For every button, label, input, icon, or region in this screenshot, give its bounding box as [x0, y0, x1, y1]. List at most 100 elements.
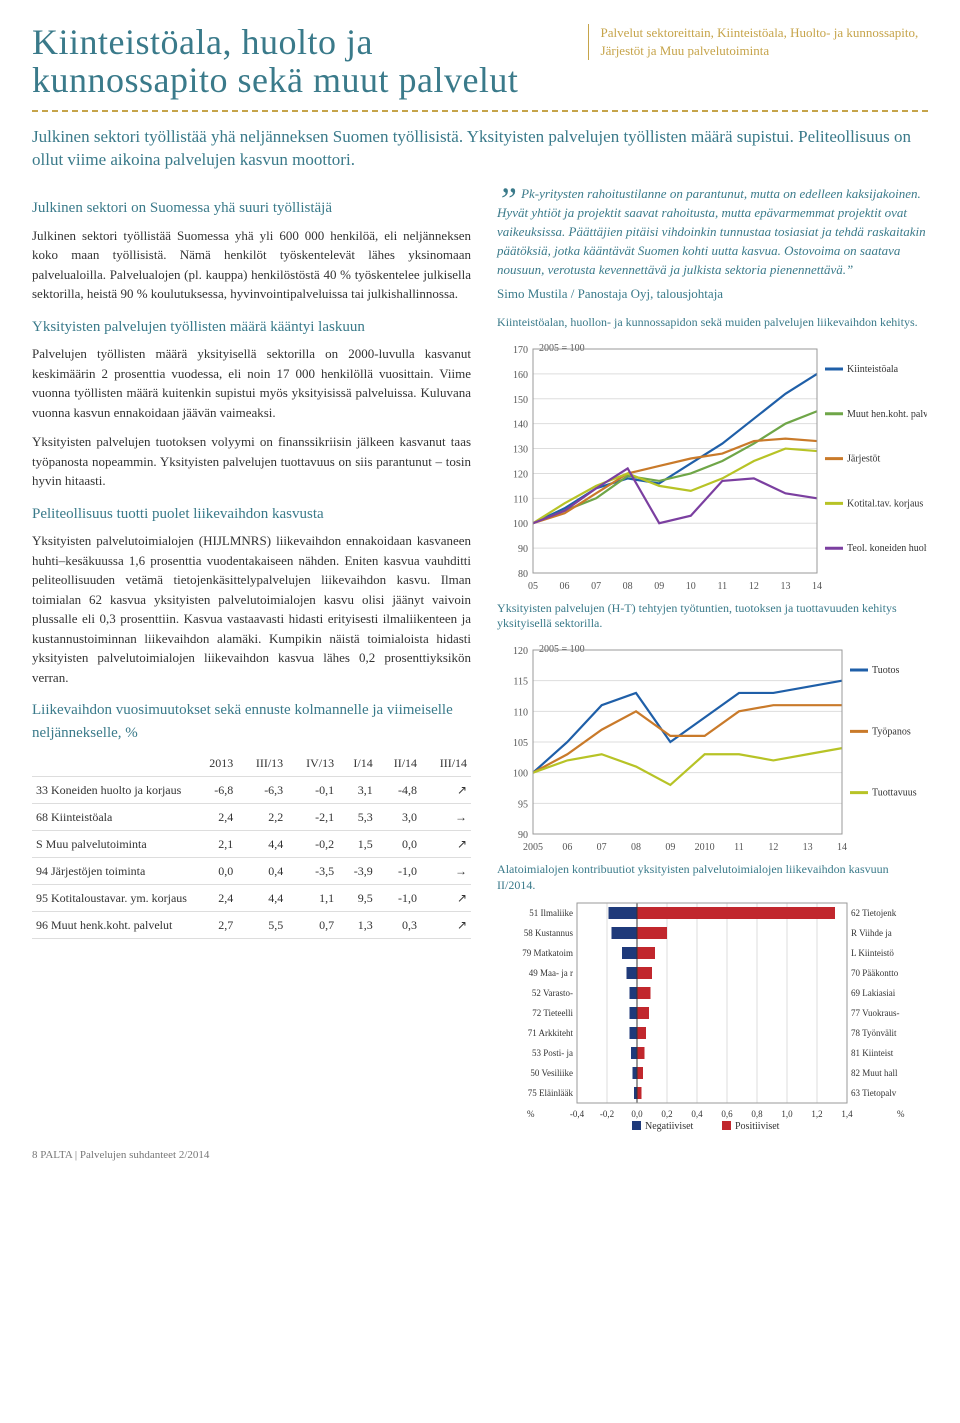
svg-text:13: 13 — [803, 842, 813, 853]
table-row: 94 Järjestöjen toiminta0,00,4-3,5-3,9-1,… — [32, 858, 471, 885]
svg-text:0,6: 0,6 — [721, 1109, 733, 1119]
quote-attrib: Simo Mustila / Panostaja Oyj, talousjoht… — [497, 284, 927, 304]
svg-text:0,8: 0,8 — [751, 1109, 763, 1119]
page-subtitle: Palvelut sektoreittain, Kiinteistöala, H… — [588, 24, 928, 60]
svg-text:Positiiviset: Positiiviset — [735, 1121, 780, 1132]
chart1-title: Kiinteistöalan, huollon- ja kunnossapido… — [497, 315, 927, 331]
svg-text:L Kiinteistö: L Kiinteistö — [851, 948, 894, 958]
svg-text:09: 09 — [665, 842, 675, 853]
table-head-cell: I/14 — [338, 750, 377, 777]
svg-text:14: 14 — [812, 581, 822, 592]
table-head-cell: 2013 — [192, 750, 237, 777]
svg-text:1,4: 1,4 — [841, 1109, 853, 1119]
svg-text:58 Kustannus: 58 Kustannus — [524, 928, 574, 938]
svg-text:11: 11 — [718, 581, 728, 592]
section-p-0-0: Julkinen sektori työllistää Suomessa yhä… — [32, 226, 471, 304]
svg-text:Muut hen.koht. palv.: Muut hen.koht. palv. — [847, 409, 927, 420]
svg-text:63 Tietopalv: 63 Tietopalv — [851, 1088, 897, 1098]
svg-text:08: 08 — [631, 842, 641, 853]
svg-text:70 Pääkontto: 70 Pääkontto — [851, 968, 899, 978]
svg-text:0,0: 0,0 — [631, 1109, 643, 1119]
svg-text:%: % — [897, 1109, 905, 1119]
svg-text:52 Varasto-: 52 Varasto- — [532, 988, 573, 998]
chart3-title: Alatoimialojen kontribuutiot yksityisten… — [497, 862, 927, 893]
svg-text:120: 120 — [513, 646, 528, 657]
svg-text:80: 80 — [518, 569, 528, 580]
section-p-2-0: Yksityisten palvelutoimialojen (HIJLMNRS… — [32, 531, 471, 687]
svg-text:49 Maa- ja r: 49 Maa- ja r — [529, 968, 573, 978]
svg-text:14: 14 — [837, 842, 847, 853]
svg-text:Kotital.tav. korjaus: Kotital.tav. korjaus — [847, 498, 923, 509]
svg-text:07: 07 — [597, 842, 607, 853]
table-head-cell: IV/13 — [287, 750, 338, 777]
svg-text:06: 06 — [560, 581, 570, 592]
svg-text:100: 100 — [513, 769, 528, 780]
section-h-1: Yksityisten palvelujen työllisten määrä … — [32, 316, 471, 339]
table-row: S Muu palvelutoiminta2,14,4-0,21,50,0↗ — [32, 831, 471, 858]
line-chart-2: 9095100105110115120200506070809201011121… — [497, 636, 927, 856]
intro-text: Julkinen sektori työllistää yhä neljänne… — [32, 126, 928, 172]
svg-text:Työpanos: Työpanos — [872, 726, 911, 737]
svg-text:Negatiiviset: Negatiiviset — [645, 1121, 694, 1132]
divider-dashed — [32, 110, 928, 112]
table-head-cell — [32, 750, 192, 777]
svg-text:110: 110 — [513, 494, 528, 505]
data-table: 2013III/13IV/13I/14II/14III/14 33 Koneid… — [32, 750, 471, 939]
svg-text:50 Vesiliike: 50 Vesiliike — [530, 1068, 573, 1078]
svg-text:69 Lakiasiai: 69 Lakiasiai — [851, 988, 896, 998]
svg-text:110: 110 — [513, 707, 528, 718]
svg-text:62 Tietojenk: 62 Tietojenk — [851, 908, 897, 918]
table-title: Liikevaihdon vuosimuutokset sekä ennuste… — [32, 699, 471, 744]
table-head-cell: II/14 — [377, 750, 421, 777]
svg-text:115: 115 — [513, 677, 528, 688]
svg-text:75 Eläinlääk: 75 Eläinlääk — [528, 1088, 574, 1098]
svg-text:Järjestöt: Järjestöt — [847, 453, 881, 464]
svg-text:10: 10 — [686, 581, 696, 592]
section-h-0: Julkinen sektori on Suomessa yhä suuri t… — [32, 197, 471, 220]
svg-text:130: 130 — [513, 444, 528, 455]
svg-text:78 Työnvälit: 78 Työnvälit — [851, 1028, 897, 1038]
svg-text:-0,2: -0,2 — [600, 1109, 614, 1119]
svg-text:90: 90 — [518, 544, 528, 555]
table-head-cell: III/13 — [237, 750, 287, 777]
svg-text:Teol. koneiden huolto ja asen.: Teol. koneiden huolto ja asen. — [847, 543, 927, 554]
svg-text:07: 07 — [591, 581, 601, 592]
svg-text:160: 160 — [513, 370, 528, 381]
svg-text:150: 150 — [513, 395, 528, 406]
svg-text:0,4: 0,4 — [691, 1109, 703, 1119]
svg-text:140: 140 — [513, 419, 528, 430]
svg-text:12: 12 — [768, 842, 778, 853]
table-head-cell: III/14 — [421, 750, 471, 777]
svg-text:11: 11 — [734, 842, 744, 853]
table-row: 33 Koneiden huolto ja korjaus-6,8-6,3-0,… — [32, 777, 471, 804]
svg-text:-0,4: -0,4 — [570, 1109, 585, 1119]
svg-text:2010: 2010 — [695, 842, 715, 853]
header: Kiinteistöala, huolto ja kunnossapito se… — [32, 24, 928, 112]
svg-text:13: 13 — [780, 581, 790, 592]
svg-text:R Viihde ja: R Viihde ja — [851, 928, 892, 938]
left-column: Julkinen sektori on Suomessa yhä suuri t… — [32, 185, 471, 1137]
svg-text:08: 08 — [623, 581, 633, 592]
table-row: 96 Muut henk.koht. palvelut2,75,50,71,30… — [32, 912, 471, 939]
svg-text:2005: 2005 — [523, 842, 543, 853]
line-chart-1: 8090100110120130140150160170050607080910… — [497, 335, 927, 595]
svg-text:105: 105 — [513, 738, 528, 749]
svg-text:06: 06 — [562, 842, 572, 853]
section-p-1-1: Yksityisten palvelujen tuotoksen volyymi… — [32, 432, 471, 491]
table-row: 68 Kiinteistöala2,42,2-2,15,33,0→ — [32, 804, 471, 831]
svg-text:09: 09 — [654, 581, 664, 592]
right-column: ”Pk-yritysten rahoitustilanne on parantu… — [497, 185, 927, 1137]
svg-text:Tuottavuus: Tuottavuus — [872, 788, 917, 799]
pull-quote: ”Pk-yritysten rahoitustilanne on parantu… — [497, 185, 927, 279]
section-h-2: Peliteollisuus tuotti puolet liikevaihdo… — [32, 503, 471, 526]
svg-text:05: 05 — [528, 581, 538, 592]
svg-text:170: 170 — [513, 345, 528, 356]
svg-text:82 Muut hall: 82 Muut hall — [851, 1068, 898, 1078]
svg-text:0,2: 0,2 — [661, 1109, 672, 1119]
svg-text:1,0: 1,0 — [781, 1109, 793, 1119]
page-footer: 8 PALTA | Palvelujen suhdanteet 2/2014 — [32, 1147, 928, 1164]
svg-text:77 Vuokraus-: 77 Vuokraus- — [851, 1008, 900, 1018]
svg-text:71 Arkkiteht: 71 Arkkiteht — [528, 1028, 574, 1038]
svg-text:1,2: 1,2 — [811, 1109, 822, 1119]
svg-text:%: % — [527, 1109, 535, 1119]
